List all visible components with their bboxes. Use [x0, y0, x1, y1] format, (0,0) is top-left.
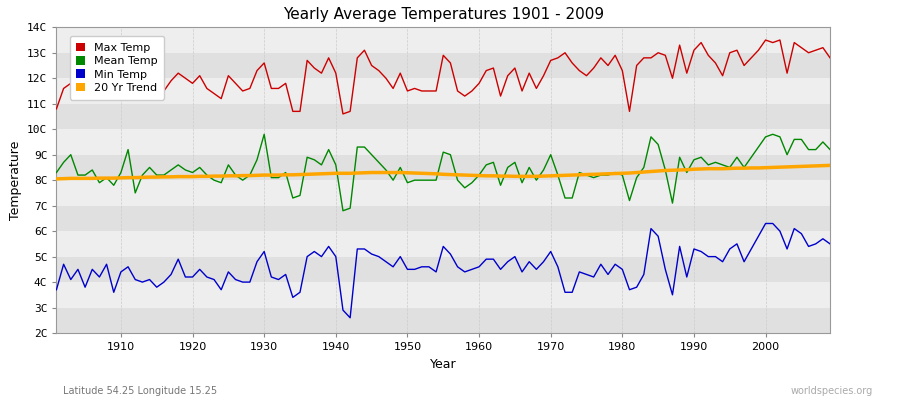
- Text: Latitude 54.25 Longitude 15.25: Latitude 54.25 Longitude 15.25: [63, 386, 217, 396]
- Text: worldspecies.org: worldspecies.org: [791, 386, 873, 396]
- Bar: [57, 104, 830, 129]
- Bar: [57, 206, 830, 231]
- Legend: Max Temp, Mean Temp, Min Temp, 20 Yr Trend: Max Temp, Mean Temp, Min Temp, 20 Yr Tre…: [69, 36, 165, 100]
- Bar: [57, 231, 830, 257]
- X-axis label: Year: Year: [430, 358, 456, 371]
- Bar: [57, 257, 830, 282]
- Y-axis label: Temperature: Temperature: [9, 140, 22, 220]
- Title: Yearly Average Temperatures 1901 - 2009: Yearly Average Temperatures 1901 - 2009: [283, 7, 604, 22]
- Bar: [57, 308, 830, 333]
- Bar: [57, 180, 830, 206]
- Bar: [57, 129, 830, 155]
- Bar: [57, 78, 830, 104]
- Bar: [57, 53, 830, 78]
- Bar: [57, 27, 830, 53]
- Bar: [57, 282, 830, 308]
- Bar: [57, 155, 830, 180]
